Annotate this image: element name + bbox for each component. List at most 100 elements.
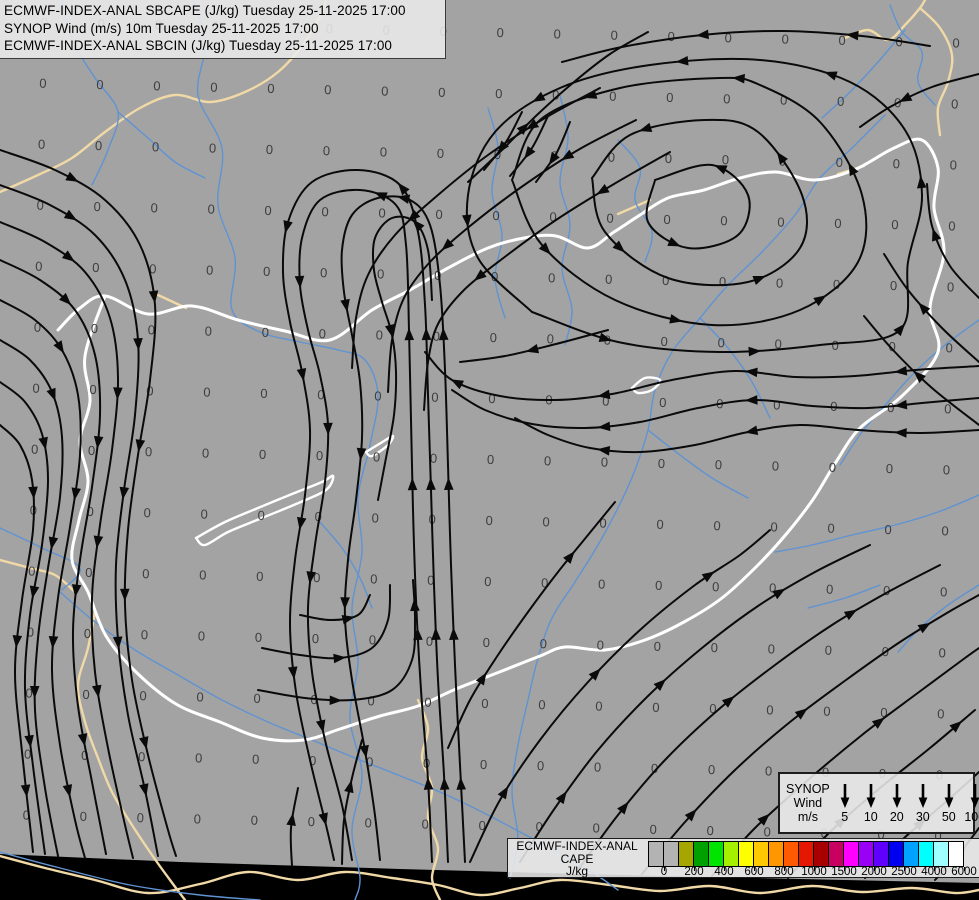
grid-zero-label: 0 xyxy=(890,278,898,293)
grid-zero-label: 0 xyxy=(82,687,90,702)
streamline-arrowhead-icon xyxy=(675,55,689,66)
grid-zero-label: 0 xyxy=(934,828,942,843)
grid-zero-label: 0 xyxy=(662,273,670,288)
grid-zero-label: 0 xyxy=(431,390,439,405)
grid-zero-label: 0 xyxy=(96,77,104,92)
streamline-arrowhead-icon xyxy=(845,30,859,41)
streamline xyxy=(561,29,931,63)
streamline-arrowhead-icon xyxy=(638,122,653,132)
grid-zero-label: 0 xyxy=(259,447,267,462)
grid-zero-label: 0 xyxy=(92,260,100,275)
grid-zero-label: 0 xyxy=(541,575,549,590)
grid-zero-label: 0 xyxy=(940,584,948,599)
streamline-arrowhead-icon xyxy=(423,777,434,790)
country-border-secondary xyxy=(0,558,77,594)
streamline-arrowhead-icon xyxy=(848,162,859,177)
streamline-arrowhead-icon xyxy=(653,679,667,692)
streamline-arrowhead-icon xyxy=(794,708,808,720)
streamline-arrowhead-icon xyxy=(584,89,598,99)
grid-zero-label: 0 xyxy=(706,823,714,838)
cape-color-swatch-5 xyxy=(724,842,739,866)
grid-zero-label: 0 xyxy=(378,205,386,220)
cape-tick-mark xyxy=(694,867,695,871)
grid-zero-label: 0 xyxy=(89,382,97,397)
streamline-arrowhead-icon xyxy=(516,122,529,136)
streamline-arrowhead-icon xyxy=(456,777,467,790)
grid-zero-label: 0 xyxy=(763,824,771,839)
streamline xyxy=(0,424,36,853)
grid-zero-label: 0 xyxy=(438,85,446,100)
streamline-arrowhead-icon xyxy=(287,666,298,680)
grid-zero-label: 0 xyxy=(544,453,552,468)
grid-zero-label: 0 xyxy=(253,691,261,706)
lake-outline-2 xyxy=(630,376,662,395)
grid-zero-label: 0 xyxy=(663,212,671,227)
grid-zero-label: 0 xyxy=(649,822,657,837)
cape-tick-mark xyxy=(874,867,875,871)
streamline-arrowhead-icon xyxy=(538,242,551,255)
streamline-arrowhead-icon xyxy=(918,302,931,316)
streamline-arrowhead-icon xyxy=(426,477,436,491)
grid-zero-label: 0 xyxy=(142,566,150,581)
streamline-arrowheads-layer xyxy=(12,29,967,858)
river xyxy=(617,139,653,263)
grid-zero-label: 0 xyxy=(724,30,732,45)
grid-zero-label: 0 xyxy=(202,445,210,460)
streamline-arrowhead-icon xyxy=(555,791,567,805)
grid-zero-label: 0 xyxy=(487,452,495,467)
cape-tick-mark xyxy=(754,867,755,871)
grid-zero-label: 0 xyxy=(659,395,667,410)
grid-zero-label: 0 xyxy=(148,322,156,337)
grid-zero-label: 0 xyxy=(251,813,259,828)
grid-zero-label: 0 xyxy=(770,519,778,534)
river xyxy=(317,519,373,609)
grid-zero-label: 0 xyxy=(713,518,721,533)
river xyxy=(487,107,506,319)
streamline-arrowhead-icon xyxy=(296,368,307,382)
grid-zero-label: 0 xyxy=(324,82,332,97)
grid-zero-label: 0 xyxy=(893,156,901,171)
cape-color-swatch-3 xyxy=(694,842,709,866)
grid-zero-label: 0 xyxy=(374,388,382,403)
grid-zero-label: 0 xyxy=(430,451,438,466)
grid-zero-label: 0 xyxy=(320,265,328,280)
streamline-arrowhead-icon xyxy=(441,238,455,251)
grid-zero-label: 0 xyxy=(35,259,43,274)
grid-zero-label: 0 xyxy=(945,340,953,355)
streamline-arrowhead-icon xyxy=(532,91,546,102)
streamline-arrowhead-icon xyxy=(77,733,88,747)
streamline-arrowhead-icon xyxy=(597,389,611,400)
streamlines-layer xyxy=(0,29,979,881)
streamline-arrowhead-icon xyxy=(744,395,758,405)
streamline-arrowhead-icon xyxy=(772,588,786,600)
cape-color-swatch-2 xyxy=(679,842,694,866)
streamline-arrowhead-icon xyxy=(384,324,395,338)
grid-zero-label: 0 xyxy=(602,394,610,409)
grid-zero-label: 0 xyxy=(884,522,892,537)
cape-color-swatch-13 xyxy=(844,842,859,866)
grid-zero-label: 0 xyxy=(141,627,149,642)
streamline xyxy=(257,579,417,702)
grid-zero-label: 0 xyxy=(373,449,381,464)
streamline-arrowhead-icon xyxy=(413,627,423,641)
cape-color-swatch-9 xyxy=(784,842,799,866)
river xyxy=(647,429,749,499)
grid-zero-label: 0 xyxy=(209,141,217,156)
cape-color-swatch-16 xyxy=(889,842,904,866)
streamline-arrowhead-icon xyxy=(449,627,459,640)
cape-tick-mark xyxy=(964,867,965,871)
river xyxy=(509,114,886,879)
wind-speed-value: 50 xyxy=(941,809,956,824)
streamline xyxy=(289,787,299,867)
cape-legend-source: ECMWF-INDEX-ANAL xyxy=(516,839,638,853)
grid-zero-label: 0 xyxy=(88,443,96,458)
streamline xyxy=(261,584,392,660)
streamline-arrowhead-icon xyxy=(20,784,31,798)
streamline-arrowhead-icon xyxy=(48,635,59,649)
streamline-arrowhead-icon xyxy=(497,786,509,800)
down-arrow-icon xyxy=(918,783,928,808)
streamline-arrowhead-icon xyxy=(597,421,611,432)
streamline-arrowhead-icon xyxy=(65,171,79,182)
wind-scale-item: 30 xyxy=(910,783,936,824)
grid-zero-label: 0 xyxy=(609,89,617,104)
